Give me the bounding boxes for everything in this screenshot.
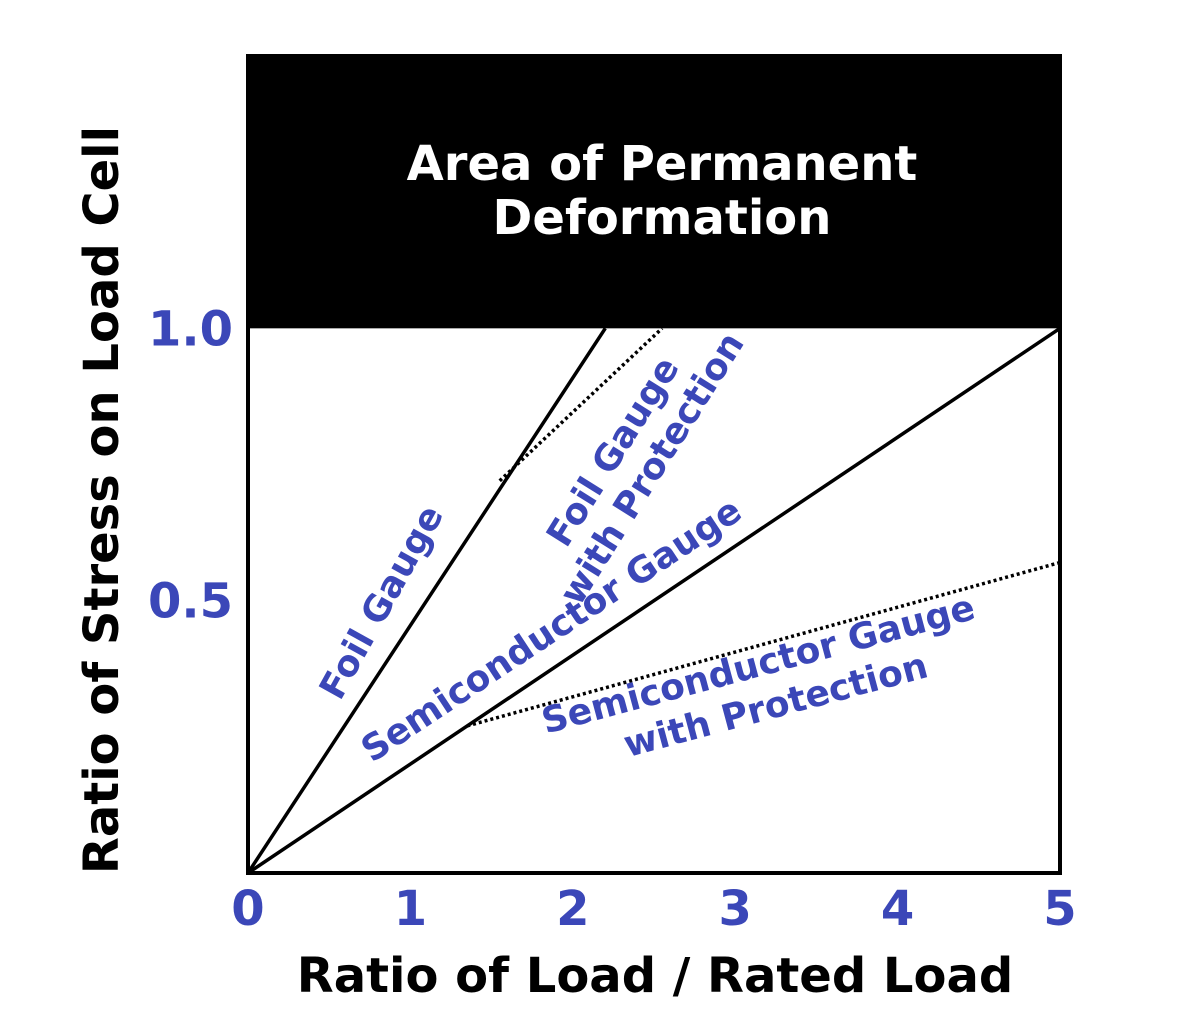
x-tick-labels: 0 1 2 3 4 5 <box>231 881 1076 937</box>
x-tick-label: 2 <box>556 881 589 937</box>
x-tick-label: 3 <box>718 881 751 937</box>
y-axis-title: Ratio of Stress on Load Cell <box>74 126 130 874</box>
x-tick-label: 5 <box>1043 881 1076 937</box>
plot-frame <box>246 54 1062 875</box>
annotation-group: Foil Gauge Foil Gauge with Protection Se… <box>312 325 979 770</box>
y-tick-label: 0.5 <box>148 574 233 630</box>
series-group <box>246 326 1061 875</box>
annotation-foil-gauge: Foil Gauge <box>312 499 452 707</box>
series-line-2 <box>498 327 664 483</box>
region-label-line1: Area of Permanent <box>407 136 918 192</box>
x-tick-label: 1 <box>394 881 427 937</box>
y-tick-label: 1.0 <box>148 301 233 357</box>
region-label-line2: Deformation <box>493 190 832 246</box>
x-tick-label: 4 <box>881 881 914 937</box>
permanent-deformation-region <box>248 56 1060 329</box>
x-tick-label: 0 <box>231 881 264 937</box>
series-line-4 <box>466 560 1061 728</box>
series-line-3 <box>247 326 1061 875</box>
annotation-foil-gauge-line1: Foil Gauge <box>312 499 452 707</box>
x-axis-title: Ratio of Load / Rated Load <box>297 948 1014 1004</box>
series-line-1 <box>246 327 607 874</box>
y-tick-labels: 0.5 1.0 <box>148 301 233 629</box>
